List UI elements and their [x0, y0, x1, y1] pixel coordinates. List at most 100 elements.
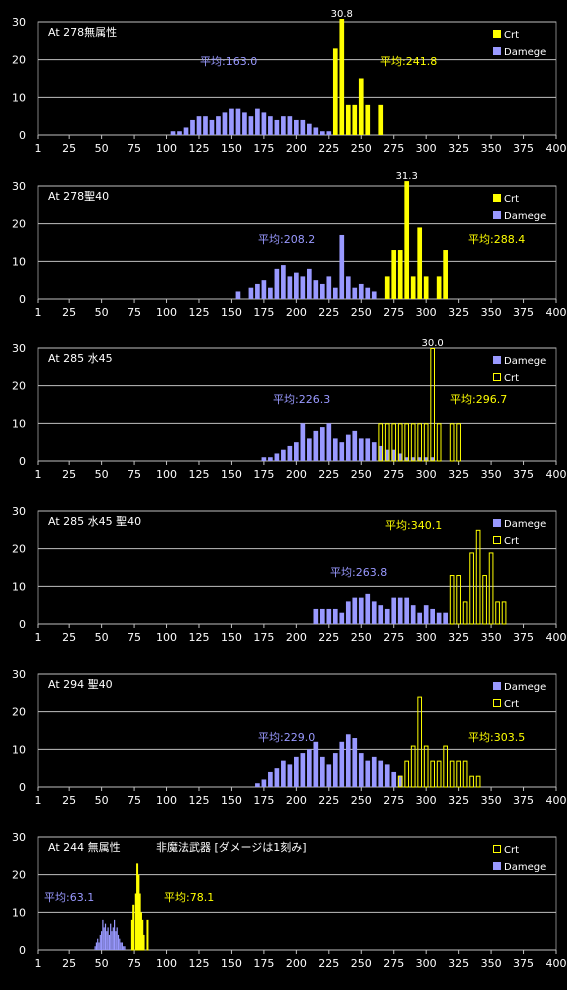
legend-damage-swatch	[493, 356, 501, 364]
damage-bar	[255, 108, 260, 135]
crit-bar	[410, 276, 416, 299]
damage-bar	[306, 749, 312, 787]
x-tick-label: 50	[95, 468, 109, 481]
crit-mean-label: 平均:78.1	[164, 891, 214, 904]
damage-bar	[203, 116, 208, 135]
x-tick-label: 250	[351, 794, 372, 807]
damage-bar	[384, 608, 390, 624]
y-tick-label: 10	[12, 91, 26, 104]
y-tick-label: 0	[19, 455, 26, 468]
chart-title: At 285 水45	[48, 352, 113, 365]
damage-bar	[358, 438, 364, 461]
crit-bar	[146, 919, 149, 951]
x-tick-label: 150	[221, 794, 242, 807]
crit-bar	[384, 423, 390, 462]
legend-damage-label: Damege	[504, 356, 546, 367]
legend-crit-label: Crt	[504, 373, 519, 384]
damage-bar	[332, 287, 338, 299]
damage-bar	[248, 287, 254, 299]
y-tick-label: 30	[12, 180, 26, 193]
legend-damage-swatch	[493, 682, 501, 690]
legend-damage-label: Damege	[504, 682, 546, 693]
x-tick-label: 300	[416, 142, 437, 155]
crit-bar	[332, 48, 338, 135]
damage-bar	[404, 457, 410, 461]
x-tick-label: 200	[286, 957, 307, 970]
x-tick-label: 250	[351, 468, 372, 481]
crit-bar	[495, 601, 500, 625]
damage-bar	[339, 612, 345, 624]
damage-bar	[281, 116, 286, 135]
legend-damage-swatch	[493, 47, 501, 55]
x-tick-label: 375	[513, 468, 534, 481]
damage-bar	[306, 268, 312, 299]
damage-bar	[281, 760, 286, 787]
x-tick-label: 225	[318, 957, 339, 970]
damage-bar	[97, 938, 99, 950]
x-tick-label: 125	[188, 468, 209, 481]
damage-bar	[371, 291, 377, 299]
crit-bar	[397, 775, 403, 788]
damage-bar	[300, 119, 306, 135]
damage-bar	[287, 764, 293, 787]
damage-bar	[95, 942, 98, 950]
x-tick-label: 400	[546, 631, 567, 644]
x-tick-label: 75	[127, 306, 141, 319]
damage-bar	[261, 280, 267, 299]
crit-bar	[449, 575, 455, 625]
crit-bar	[443, 250, 448, 299]
damage-bar	[255, 783, 260, 787]
damage-mean-label: 平均:208.2	[258, 233, 315, 246]
x-tick-label: 125	[188, 794, 209, 807]
crit-bar	[410, 745, 416, 788]
damage-bar	[352, 430, 358, 461]
x-tick-label: 350	[481, 306, 502, 319]
crit-bar	[391, 423, 397, 462]
peak-value-label: 31.3	[396, 171, 418, 182]
y-tick-label: 10	[12, 580, 26, 593]
x-tick-label: 50	[95, 794, 109, 807]
damage-bar	[281, 265, 286, 299]
damage-bar	[268, 771, 273, 787]
x-tick-label: 250	[351, 957, 372, 970]
y-tick-label: 20	[12, 543, 26, 556]
damage-bar	[332, 608, 338, 624]
x-tick-label: 225	[318, 631, 339, 644]
x-tick-label: 50	[95, 142, 109, 155]
y-tick-label: 10	[12, 743, 26, 756]
damage-mean-label: 平均:229.0	[258, 731, 315, 744]
x-tick-label: 375	[513, 794, 534, 807]
x-tick-label: 275	[383, 957, 404, 970]
x-tick-label: 375	[513, 306, 534, 319]
legend-damage-label: Damege	[504, 47, 546, 58]
damage-bar	[268, 287, 273, 299]
legend-crit-swatch	[493, 699, 501, 707]
damage-bar	[313, 280, 319, 299]
x-tick-label: 150	[221, 631, 242, 644]
x-tick-label: 325	[448, 957, 469, 970]
y-tick-label: 0	[19, 129, 26, 142]
damage-bar	[123, 946, 125, 950]
damage-bar	[352, 597, 358, 624]
x-tick-label: 300	[416, 957, 437, 970]
crit-bar	[469, 775, 474, 788]
damage-bar	[384, 764, 390, 787]
x-tick-label: 350	[481, 957, 502, 970]
damage-bar	[423, 605, 429, 624]
legend-crit-label: Crt	[504, 30, 519, 41]
chart-title: At 244 無属性	[48, 840, 121, 854]
x-tick-label: 275	[383, 468, 404, 481]
legend-crit-label: Crt	[504, 194, 519, 205]
damage-bar	[352, 738, 358, 787]
damage-bar	[190, 119, 195, 135]
crit-bar	[443, 745, 448, 788]
damage-bar	[274, 453, 280, 461]
damage-bar	[235, 291, 241, 299]
x-tick-label: 125	[188, 957, 209, 970]
y-tick-label: 10	[12, 417, 26, 430]
crit-mean-label: 平均:340.1	[385, 519, 442, 532]
crit-mean-label: 平均:288.4	[468, 233, 525, 246]
x-tick-label: 350	[481, 142, 502, 155]
damage-bar	[104, 923, 107, 950]
